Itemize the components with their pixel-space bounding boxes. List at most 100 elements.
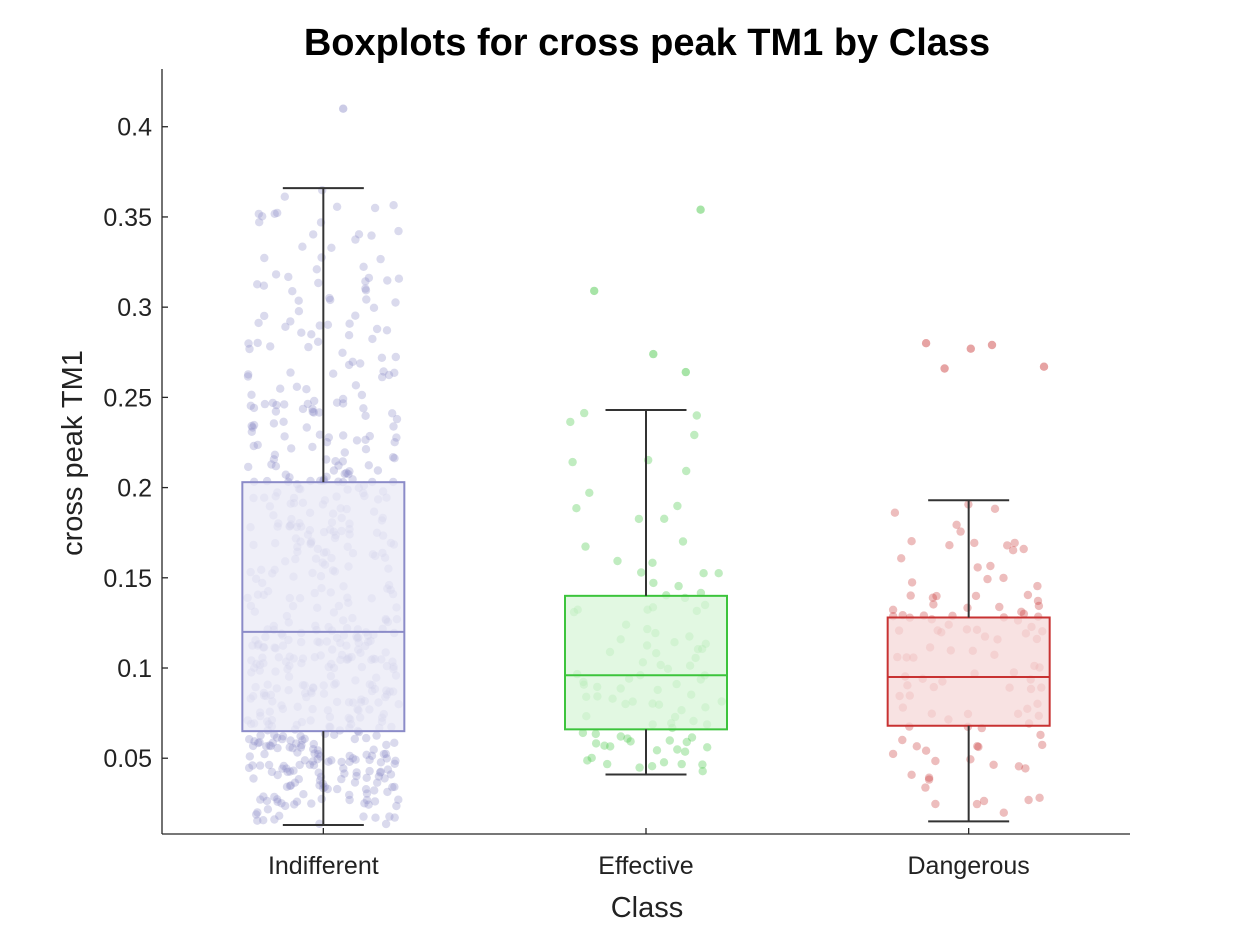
data-point — [300, 756, 310, 765]
data-point — [302, 385, 311, 394]
data-point — [354, 230, 364, 239]
data-point — [309, 745, 318, 754]
data-point — [253, 280, 262, 289]
data-point — [323, 320, 333, 329]
data-point — [339, 764, 348, 773]
data-point — [279, 417, 288, 426]
data-point — [376, 254, 385, 264]
outlier-point — [921, 339, 931, 348]
data-point — [317, 253, 326, 262]
data-point — [388, 783, 397, 792]
y-axis-ticks: 0.05 0.1 0.15 0.2 0.25 0.3 0.35 0.4 — [103, 114, 168, 773]
data-point — [309, 408, 318, 417]
data-point — [888, 749, 898, 759]
data-point — [348, 754, 358, 763]
data-point — [266, 342, 275, 351]
data-point — [254, 318, 263, 328]
data-point — [990, 504, 1000, 513]
data-point — [385, 812, 394, 821]
data-point — [344, 470, 353, 479]
data-point — [921, 746, 931, 755]
data-point — [276, 384, 285, 393]
box-group-effective — [564, 205, 728, 776]
plot-area — [241, 104, 1051, 829]
data-point — [394, 226, 403, 236]
data-point — [606, 742, 615, 751]
data-point — [310, 396, 319, 406]
data-point — [308, 407, 317, 416]
data-point — [253, 816, 262, 825]
data-point — [381, 749, 390, 758]
data-point — [309, 761, 319, 770]
data-point — [281, 801, 290, 811]
y-tick-label: 0.25 — [103, 384, 152, 412]
data-point — [286, 317, 295, 326]
data-point — [647, 762, 657, 771]
data-point — [253, 338, 262, 348]
data-point — [1021, 764, 1030, 773]
data-point — [362, 789, 372, 798]
data-point — [329, 466, 339, 475]
data-point — [272, 733, 282, 742]
data-point — [313, 755, 322, 764]
data-point — [351, 235, 360, 244]
data-point — [285, 743, 294, 752]
data-point — [360, 799, 369, 808]
data-point — [370, 786, 379, 795]
data-point — [979, 796, 989, 806]
data-point — [921, 783, 930, 792]
data-point — [342, 468, 351, 478]
data-point — [1019, 609, 1029, 618]
data-point — [270, 209, 279, 218]
data-point — [287, 444, 296, 453]
data-point — [260, 311, 269, 321]
data-point — [973, 563, 982, 572]
data-point — [379, 749, 389, 759]
data-point — [678, 537, 688, 546]
data-point — [365, 755, 374, 765]
data-point — [278, 764, 287, 773]
data-point — [299, 790, 308, 799]
data-point — [280, 192, 289, 201]
data-point — [361, 411, 370, 420]
data-point — [390, 368, 399, 377]
data-point — [698, 767, 707, 776]
data-point — [252, 810, 261, 819]
data-point — [294, 307, 304, 316]
data-point — [259, 281, 269, 290]
data-point — [322, 438, 332, 447]
data-point — [266, 741, 276, 751]
data-point — [394, 274, 404, 283]
data-point — [369, 303, 379, 312]
data-point — [315, 781, 324, 790]
data-point — [284, 272, 293, 282]
data-point — [255, 738, 264, 747]
data-point — [280, 432, 289, 441]
data-point — [293, 748, 302, 757]
data-point — [378, 372, 387, 382]
data-point — [912, 742, 921, 751]
data-point — [314, 278, 323, 288]
data-point — [376, 758, 386, 767]
data-point — [924, 773, 934, 782]
data-point — [972, 799, 982, 809]
data-point — [285, 781, 295, 791]
data-point — [297, 740, 306, 750]
data-point — [932, 591, 941, 601]
data-point — [359, 812, 368, 821]
data-point — [281, 322, 290, 331]
x-tick-label: Dangerous — [908, 852, 1030, 880]
data-point — [253, 440, 262, 450]
data-point — [898, 735, 907, 745]
data-point — [983, 574, 992, 584]
data-point — [289, 766, 298, 775]
data-point — [372, 731, 381, 740]
data-point — [247, 390, 256, 399]
data-point — [364, 461, 373, 470]
data-point — [890, 508, 900, 517]
data-point — [338, 348, 347, 357]
data-point — [359, 404, 368, 413]
data-point — [388, 453, 398, 462]
data-point — [585, 488, 594, 497]
data-point — [315, 321, 324, 330]
